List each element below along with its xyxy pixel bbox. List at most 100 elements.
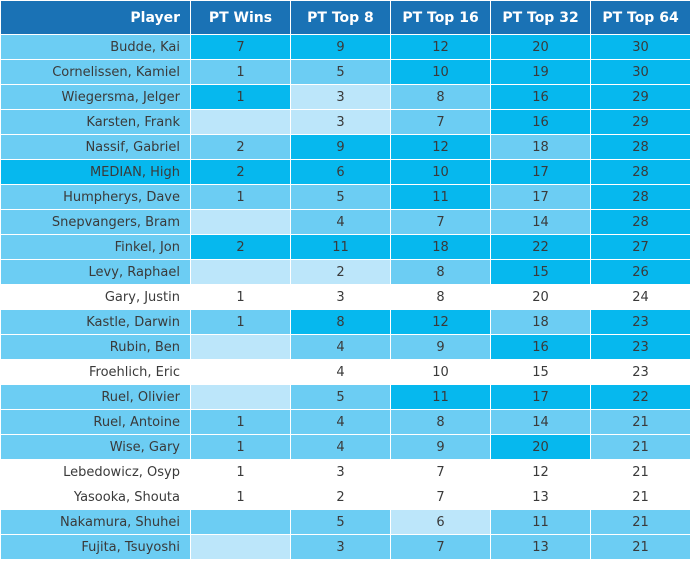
pt-top-32-cell: 11 <box>490 509 591 535</box>
pt-top-64-cell: 30 <box>590 59 690 85</box>
column-header-pt-wins[interactable]: PT Wins <box>190 0 291 35</box>
pt-top-64-cell: 24 <box>590 284 690 310</box>
pt-wins-cell: 1 <box>190 59 291 85</box>
pt-wins-cell <box>190 334 291 360</box>
table-row: Nassif, Gabriel 2 9 12 18 28 <box>0 134 690 160</box>
pt-top-32-cell: 18 <box>490 134 591 160</box>
pt-top-64-cell: 21 <box>590 434 690 460</box>
pt-top-8-cell: 8 <box>290 309 391 335</box>
pt-top-64-cell: 23 <box>590 359 690 385</box>
pt-wins-cell <box>190 509 291 535</box>
player-name-cell: Lebedowicz, Osyp <box>0 459 191 485</box>
table-body: Budde, Kai 7 9 12 20 30 Cornelissen, Kamiel 1 5 1… <box>0 34 690 560</box>
pt-wins-cell <box>190 209 291 235</box>
player-name-cell: Rubin, Ben <box>0 334 191 360</box>
player-name-cell: Finkel, Jon <box>0 234 191 260</box>
pt-top-16-cell: 7 <box>390 109 491 135</box>
pt-top-16-cell: 8 <box>390 259 491 285</box>
pt-top-8-cell: 4 <box>290 434 391 460</box>
pt-top-16-cell: 8 <box>390 84 491 110</box>
pt-top-16-cell: 8 <box>390 284 491 310</box>
pt-top-8-cell: 6 <box>290 159 391 185</box>
player-name-cell: Froehlich, Eric <box>0 359 191 385</box>
table-row: Humpherys, Dave 1 5 11 17 28 <box>0 184 690 210</box>
pt-top-8-cell: 4 <box>290 409 391 435</box>
pt-top-32-cell: 20 <box>490 434 591 460</box>
pt-top-16-cell: 7 <box>390 484 491 510</box>
pt-top-16-cell: 12 <box>390 309 491 335</box>
column-header-pt-top-32[interactable]: PT Top 32 <box>490 0 591 35</box>
player-name-cell: Cornelissen, Kamiel <box>0 59 191 85</box>
pt-top-64-cell: 30 <box>590 34 690 60</box>
pt-top-16-cell: 12 <box>390 134 491 160</box>
pt-top-64-cell: 23 <box>590 334 690 360</box>
pt-top-16-cell: 7 <box>390 534 491 560</box>
pt-top-8-cell: 5 <box>290 509 391 535</box>
pt-top-32-cell: 17 <box>490 159 591 185</box>
pt-wins-cell: 1 <box>190 459 291 485</box>
player-name-cell: Wiegersma, Jelger <box>0 84 191 110</box>
player-name-cell: Levy, Raphael <box>0 259 191 285</box>
player-name-cell: Fujita, Tsuyoshi <box>0 534 191 560</box>
table-row: Finkel, Jon 2 11 18 22 27 <box>0 234 690 260</box>
pt-top-8-cell: 5 <box>290 59 391 85</box>
pt-wins-cell <box>190 259 291 285</box>
table-row: Levy, Raphael 2 8 15 26 <box>0 259 690 285</box>
pt-top-8-cell: 5 <box>290 184 391 210</box>
pt-wins-cell <box>190 109 291 135</box>
header-row: Player PT Wins PT Top 8 PT Top 16 PT Top… <box>0 0 690 35</box>
pt-top-16-cell: 9 <box>390 434 491 460</box>
player-name-cell: Wise, Gary <box>0 434 191 460</box>
pt-top-8-cell: 4 <box>290 334 391 360</box>
player-name-cell: Ruel, Olivier <box>0 384 191 410</box>
pt-top-32-cell: 19 <box>490 59 591 85</box>
player-name-cell: Kastle, Darwin <box>0 309 191 335</box>
pt-top-32-cell: 13 <box>490 484 591 510</box>
table-row: Lebedowicz, Osyp 1 3 7 12 21 <box>0 459 690 485</box>
column-header-player[interactable]: Player <box>0 0 191 35</box>
pt-top-8-cell: 3 <box>290 84 391 110</box>
pt-top-8-cell: 2 <box>290 259 391 285</box>
pt-top-32-cell: 22 <box>490 234 591 260</box>
pt-top-32-cell: 15 <box>490 359 591 385</box>
pt-top-16-cell: 12 <box>390 34 491 60</box>
table-row: Fujita, Tsuyoshi 3 7 13 21 <box>0 534 690 560</box>
pt-wins-cell: 1 <box>190 484 291 510</box>
pt-top-32-cell: 17 <box>490 384 591 410</box>
pt-top-8-cell: 3 <box>290 109 391 135</box>
column-header-pt-top-8[interactable]: PT Top 8 <box>290 0 391 35</box>
pt-top-8-cell: 9 <box>290 134 391 160</box>
pt-top-64-cell: 23 <box>590 309 690 335</box>
pt-top-16-cell: 9 <box>390 334 491 360</box>
player-name-cell: MEDIAN, High <box>0 159 191 185</box>
pt-top-32-cell: 16 <box>490 334 591 360</box>
pt-top-64-cell: 28 <box>590 184 690 210</box>
pt-wins-cell: 7 <box>190 34 291 60</box>
pt-top-8-cell: 2 <box>290 484 391 510</box>
pt-top-16-cell: 6 <box>390 509 491 535</box>
table-row: Wise, Gary 1 4 9 20 21 <box>0 434 690 460</box>
pt-top-32-cell: 16 <box>490 84 591 110</box>
pt-top-8-cell: 3 <box>290 284 391 310</box>
player-name-cell: Yasooka, Shouta <box>0 484 191 510</box>
pt-top-8-cell: 3 <box>290 459 391 485</box>
pt-top-64-cell: 26 <box>590 259 690 285</box>
table-row: Nakamura, Shuhei 5 6 11 21 <box>0 509 690 535</box>
pt-top-16-cell: 10 <box>390 359 491 385</box>
table-row: Froehlich, Eric 4 10 15 23 <box>0 359 690 385</box>
column-header-pt-top-64[interactable]: PT Top 64 <box>590 0 690 35</box>
pt-top-8-cell: 11 <box>290 234 391 260</box>
pt-top-64-cell: 29 <box>590 109 690 135</box>
pt-wins-cell: 1 <box>190 309 291 335</box>
pt-wins-cell: 1 <box>190 84 291 110</box>
pt-top-64-cell: 21 <box>590 484 690 510</box>
pt-top-8-cell: 9 <box>290 34 391 60</box>
pt-top-64-cell: 22 <box>590 384 690 410</box>
pt-top-64-cell: 21 <box>590 409 690 435</box>
pt-wins-cell: 2 <box>190 234 291 260</box>
column-header-pt-top-16[interactable]: PT Top 16 <box>390 0 491 35</box>
pt-top-16-cell: 7 <box>390 209 491 235</box>
pt-top-16-cell: 7 <box>390 459 491 485</box>
pt-top-8-cell: 5 <box>290 384 391 410</box>
pt-top-32-cell: 17 <box>490 184 591 210</box>
